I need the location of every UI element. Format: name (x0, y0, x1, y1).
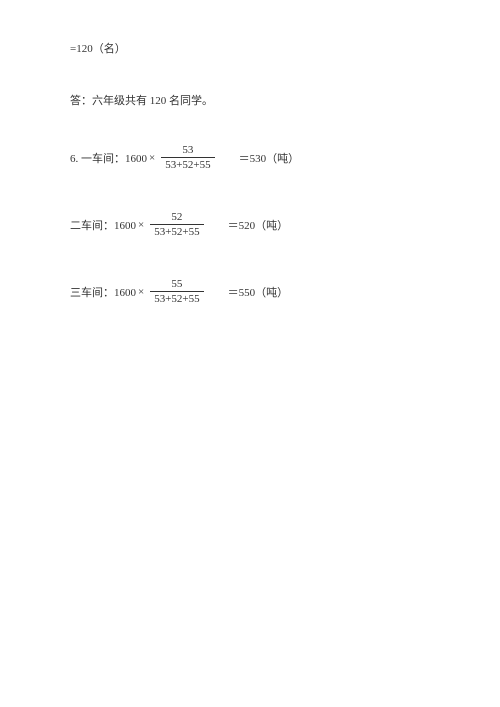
multiply-sign: × (147, 152, 157, 164)
fraction-numerator: 53 (178, 144, 197, 157)
equation-line-2: 二车间：1600 × 52 53+52+55 ＝520（吨） (70, 211, 430, 238)
fraction-numerator: 52 (167, 211, 186, 224)
fraction-denominator: 53+52+55 (150, 224, 203, 238)
eq-prefix: 6. 一车间：1600 (70, 150, 147, 166)
fraction: 52 53+52+55 (146, 211, 207, 238)
eq-result: ＝550（吨） (208, 284, 289, 300)
result-line: =120（名） (70, 40, 430, 56)
eq-prefix: 二车间：1600 (70, 217, 136, 233)
fraction: 55 53+52+55 (146, 278, 207, 305)
answer-line: 答：六年级共有 120 名同学。 (70, 92, 430, 108)
page-content: =120（名） 答：六年级共有 120 名同学。 6. 一车间：1600 × 5… (0, 0, 500, 306)
result-text: =120（名） (70, 43, 126, 55)
answer-text: 答：六年级共有 120 名同学。 (70, 95, 213, 107)
equation-line-1: 6. 一车间：1600 × 53 53+52+55 ＝530（吨） (70, 144, 430, 171)
equation-line-3: 三车间：1600 × 55 53+52+55 ＝550（吨） (70, 278, 430, 305)
multiply-sign: × (136, 219, 146, 231)
fraction: 53 53+52+55 (157, 144, 218, 171)
eq-prefix: 三车间：1600 (70, 284, 136, 300)
fraction-denominator: 53+52+55 (161, 157, 214, 171)
multiply-sign: × (136, 286, 146, 298)
fraction-denominator: 53+52+55 (150, 291, 203, 305)
eq-result: ＝520（吨） (208, 217, 289, 233)
fraction-numerator: 55 (167, 278, 186, 291)
eq-result: ＝530（吨） (219, 150, 300, 166)
